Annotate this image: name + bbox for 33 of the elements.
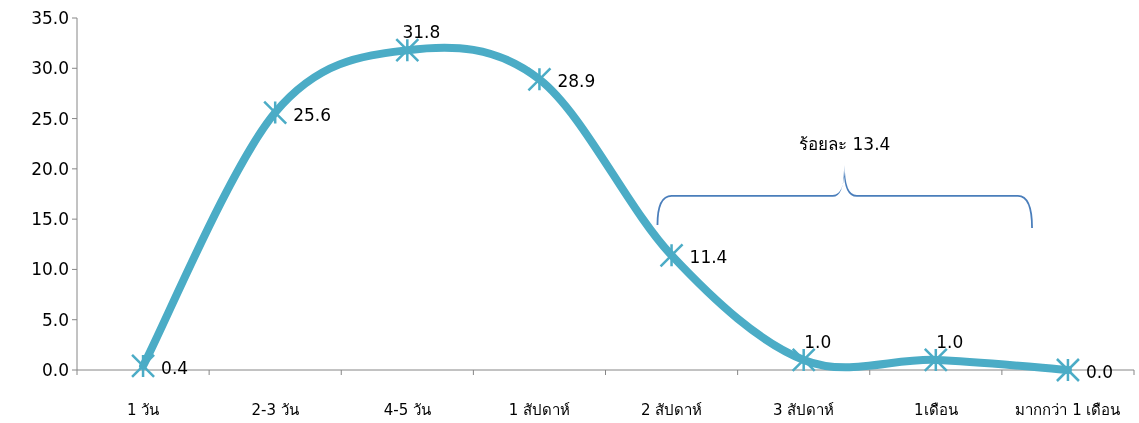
point: [527, 67, 552, 92]
x-tick-label: 3 สัปดาห์: [773, 401, 835, 419]
text: 1.0: [804, 331, 832, 352]
point: [791, 347, 816, 373]
text: 25.6: [293, 104, 332, 125]
annotation: ร้อยละ 13.4: [799, 134, 891, 154]
text: 31.8: [402, 22, 441, 43]
x-tick-label: 2-3 วัน: [251, 401, 299, 419]
y-tick-label: 35.0: [31, 8, 69, 28]
text: 1.0: [936, 331, 964, 352]
x-tick-label: 1 วัน: [126, 401, 160, 419]
x-tick-label: 4-5 วัน: [383, 401, 431, 419]
point: [262, 100, 288, 125]
point: [659, 243, 684, 268]
point: [130, 353, 156, 379]
x-tick-label: มากกว่า 1 เดือน: [1015, 401, 1121, 419]
text: 0.0: [1085, 362, 1113, 382]
y-tick-label: 20.0: [31, 158, 69, 179]
x-tick-label: 1 สัปดาห์: [508, 401, 571, 419]
text: 28.9: [557, 71, 596, 92]
y-tick-label: 30.0: [31, 58, 69, 79]
point: [395, 37, 420, 63]
x-tick-label: 2 สัปดาห์: [640, 401, 703, 419]
point: [923, 347, 949, 373]
y-tick-label: 10.0: [31, 259, 69, 280]
text: 0.4: [161, 357, 189, 378]
point: [1055, 357, 1081, 383]
y-tick-label: 25.0: [31, 108, 69, 129]
y-tick-label: 5.0: [41, 309, 69, 330]
y-tick-label: 0.0: [41, 360, 69, 380]
text: 11.4: [689, 247, 728, 268]
y-tick-label: 15.0: [31, 209, 69, 230]
x-tick-label: 1เดือน: [914, 401, 958, 419]
